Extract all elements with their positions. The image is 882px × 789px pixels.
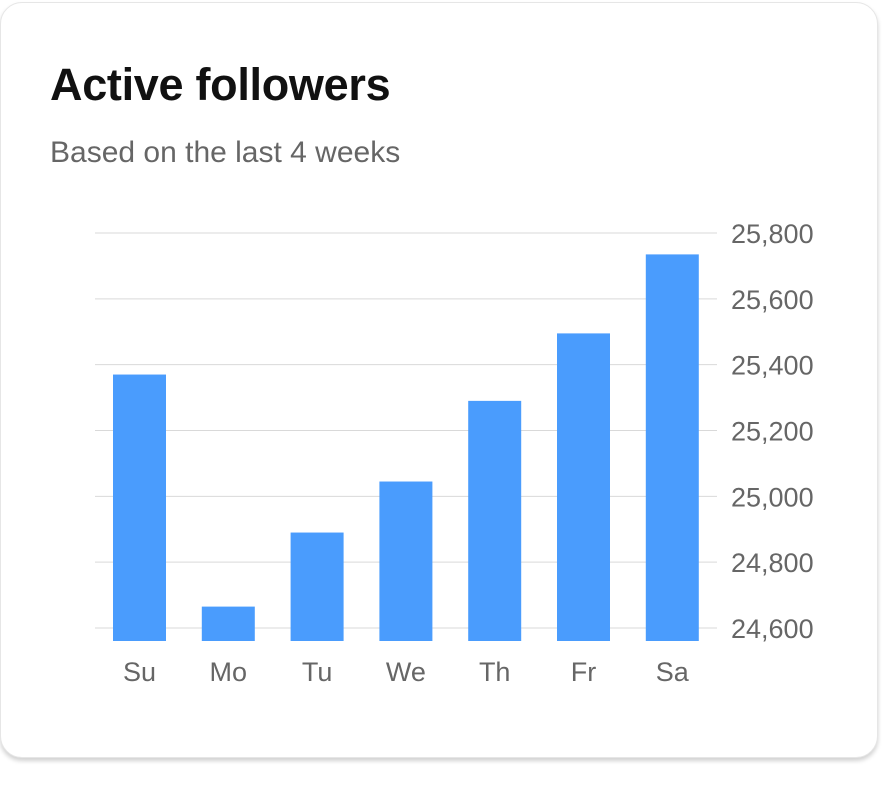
- x-tick-label: Sa: [656, 657, 690, 687]
- y-axis-ticks: 24,600 24,800 25,000 25,200 25,400 25,600 25,8…: [731, 219, 814, 644]
- x-tick-label: We: [386, 657, 426, 687]
- bar-sa: [645, 254, 699, 642]
- bar-th: [468, 400, 522, 641]
- y-tick-label: 25,400: [731, 351, 814, 381]
- followers-bar-chart: 24,600 24,800 25,000 25,200 25,400 25,600 25,8…: [95, 219, 814, 687]
- y-tick-label: 25,600: [731, 285, 814, 315]
- card-title: Active followers: [50, 59, 391, 110]
- x-axis-ticks: Su Mo Tu We Th Fr Sa: [123, 657, 690, 687]
- card-subtitle: Based on the last 4 weeks: [50, 136, 401, 169]
- bar-tu: [290, 532, 344, 641]
- x-tick-label: Su: [123, 657, 156, 687]
- x-tick-label: Tu: [302, 657, 333, 687]
- x-tick-label: Mo: [210, 657, 248, 687]
- y-tick-label: 24,800: [731, 548, 814, 578]
- x-tick-label: Fr: [571, 657, 596, 687]
- bar-we: [379, 481, 433, 641]
- bar-mo: [201, 606, 255, 641]
- y-tick-label: 25,000: [731, 482, 814, 512]
- x-tick-label: Th: [479, 657, 511, 687]
- bar-fr: [557, 333, 610, 641]
- bars: [113, 254, 699, 642]
- y-tick-label: 25,800: [731, 219, 814, 249]
- y-tick-label: 24,600: [731, 614, 814, 644]
- active-followers-card: Active followers Based on the last 4 wee…: [0, 2, 878, 758]
- bar-su: [113, 374, 166, 641]
- y-tick-label: 25,200: [731, 417, 814, 447]
